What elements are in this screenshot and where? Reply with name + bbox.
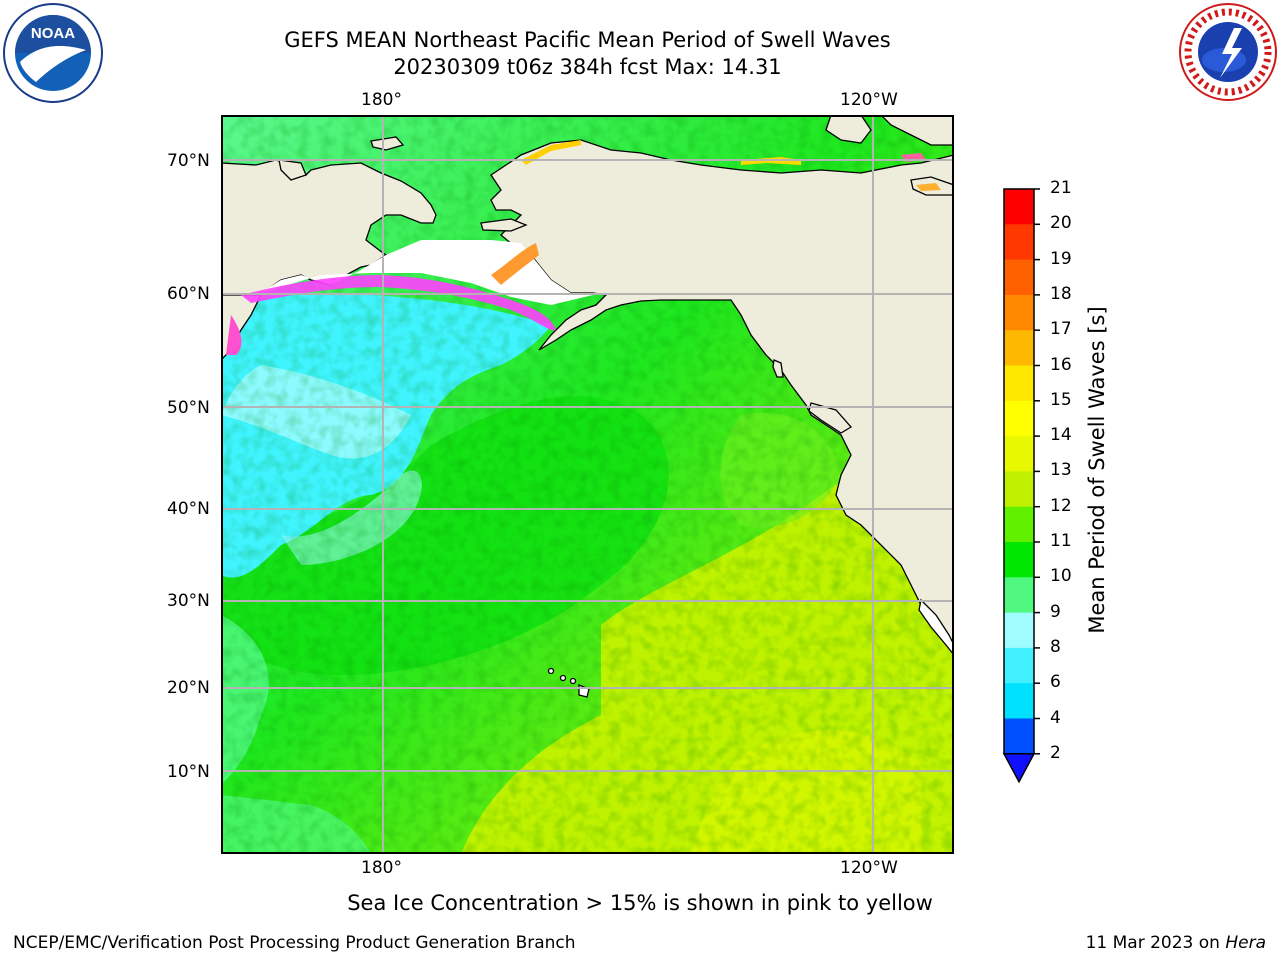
colorbar-segment (1004, 436, 1034, 472)
colorbar-tick-label: 11 (1050, 531, 1072, 551)
map-frame (221, 115, 954, 854)
land-arctic-island-2 (880, 115, 954, 146)
footer-date-text: 11 Mar 2023 on (1085, 933, 1226, 953)
colorbar-segment (1004, 259, 1034, 296)
colorbar-segment (1004, 400, 1034, 437)
noaa-logo: NOAA (3, 3, 103, 103)
footer-host: Hera (1225, 933, 1266, 953)
lon-label-bottom-120w: 120°W (840, 858, 898, 878)
colorbar-segment (1004, 683, 1034, 719)
land-st-lawrence-island (480, 218, 528, 232)
nws-logo (1179, 3, 1277, 101)
colorbar-segment (1004, 330, 1034, 366)
footer-date: 11 Mar 2023 on Hera (1086, 933, 1266, 953)
land (221, 115, 954, 698)
colorbar-tick-label: 21 (1050, 178, 1072, 198)
colorbar-tick-label: 20 (1050, 213, 1072, 234)
colorbar-segment (1004, 542, 1034, 578)
lon-label-bottom-180: 180° (361, 858, 402, 878)
sea-ice-fringe-magenta-west (226, 315, 242, 355)
land-chukotka-islet (278, 159, 307, 181)
colorbar-extend-arrow (1002, 753, 1036, 784)
lat-label-20n: 20°N (167, 678, 210, 698)
colorbar-segment (1004, 294, 1034, 331)
graticule (221, 115, 954, 854)
land-hawaii-maui (569, 677, 577, 685)
colorbar-segment (1004, 718, 1034, 755)
colorbar-tick-label: 15 (1050, 389, 1072, 410)
chart-subtitle: 20230309 t06z 384h fcst Max: 14.31 (393, 55, 782, 79)
colorbar-segment (1004, 647, 1034, 684)
colorbar-segment (1004, 577, 1034, 614)
chart-title: GEFS MEAN Northeast Pacific Mean Period … (284, 28, 891, 52)
colorbar-segment (1004, 224, 1034, 261)
colorbar-tick-label: 17 (1050, 319, 1072, 340)
sea-ice-fringe-orange (491, 243, 539, 285)
land-arctic-island-1 (825, 115, 872, 144)
colorbar-tick-label: 4 (1050, 707, 1061, 728)
colorbar-tick-label: 8 (1050, 636, 1061, 657)
colorbar (1002, 188, 1040, 784)
lon-label-top-180: 180° (361, 90, 402, 110)
lat-label-40n: 40°N (167, 499, 210, 519)
lon-label-top-120w: 120°W (840, 90, 898, 110)
colorbar-tick-label: 10 (1050, 566, 1072, 587)
colorbar-tick-label: 13 (1050, 460, 1072, 481)
lat-label-60n: 60°N (167, 284, 210, 304)
colorbar-tick-label: 9 (1050, 601, 1061, 622)
lat-label-50n: 50°N (167, 398, 210, 418)
colorbar-tick-label: 12 (1050, 495, 1072, 516)
land-vancouver-island (808, 402, 853, 434)
footer-producer: NCEP/EMC/Verification Post Processing Pr… (13, 933, 576, 953)
land-hawaii-oahu (559, 674, 567, 682)
swell-period-map (221, 115, 954, 854)
lat-label-70n: 70°N (167, 151, 210, 171)
colorbar-segment (1004, 471, 1034, 508)
land-wrangel-island (370, 136, 405, 151)
sea-ice-fringe-yellow-north (521, 140, 581, 165)
land-baja (918, 598, 954, 657)
colorbar-segment (1004, 612, 1034, 649)
land-haida-gwaii (772, 359, 784, 378)
colorbar-segment (1004, 189, 1034, 225)
sea-ice-fringe-orange-arctic (916, 183, 941, 191)
colorbar-tick-label: 18 (1050, 283, 1072, 304)
colorbar-tick-label: 16 (1050, 354, 1072, 375)
colorbar-tick-label: 19 (1050, 248, 1072, 269)
colorbar-tick-label: 6 (1050, 672, 1061, 693)
colorbar-label: Mean Period of Swell Waves [s] (1085, 306, 1109, 634)
ice-covered-white-area (256, 240, 593, 305)
colorbar-segment (1004, 506, 1034, 543)
lat-label-10n: 10°N (167, 762, 210, 782)
sea-ice-note: Sea Ice Concentration > 15% is shown in … (347, 891, 933, 915)
colorbar-segment (1004, 365, 1034, 402)
lat-label-30n: 30°N (167, 591, 210, 611)
colorbar-tick-label: 2 (1050, 742, 1061, 763)
noaa-logo-text: NOAA (31, 25, 75, 42)
sea-ice-fringe-pink (241, 275, 556, 331)
land-hawaii-kauai (547, 667, 555, 675)
colorbar-tick-label: 14 (1050, 425, 1072, 446)
